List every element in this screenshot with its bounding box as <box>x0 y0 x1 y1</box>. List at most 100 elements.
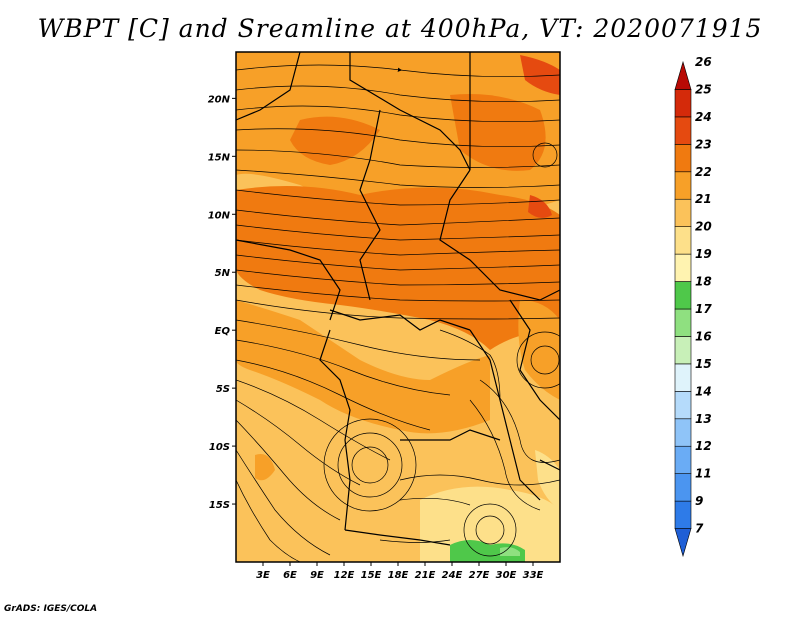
streamline <box>236 224 560 241</box>
border <box>319 329 351 531</box>
streamline <box>399 474 560 486</box>
lon-tick-label: 6E <box>283 570 297 581</box>
lat-tick-label: 15S <box>209 500 230 511</box>
streamline <box>236 128 560 148</box>
streamline <box>337 432 403 498</box>
lat-tick-label: 5N <box>215 268 231 279</box>
lon-tick-label: 27E <box>469 570 490 581</box>
wbpt-shading <box>236 52 560 562</box>
streamline <box>236 85 560 103</box>
streamline <box>236 399 361 486</box>
colorbar-swatch <box>674 171 692 200</box>
grads-credit: GrADS: IGES/COLA <box>4 604 98 614</box>
streamline <box>469 399 541 511</box>
colorbar-label: 21 <box>695 192 712 206</box>
colorbar-swatch <box>674 391 692 420</box>
colorbar-label: 19 <box>695 247 712 261</box>
colorbar-label: 12 <box>695 439 712 453</box>
streamline <box>236 239 560 256</box>
colorbar-label: 25 <box>695 82 712 96</box>
wbpt-cool-east <box>535 450 560 510</box>
streamline <box>236 149 560 168</box>
lat-tick-label: 15N <box>208 152 231 163</box>
streamline <box>463 503 517 557</box>
colorbar-swatch <box>674 445 692 474</box>
colorbar-swatch <box>674 308 692 337</box>
border <box>539 459 560 471</box>
border <box>469 329 541 501</box>
streamline <box>236 339 451 396</box>
border <box>400 429 501 441</box>
streamlines <box>236 64 560 562</box>
longitude-axis: 3E 6E 9E 12E 15E 18E 21E 24E 27E 30E 33E <box>256 562 544 581</box>
border <box>349 52 471 171</box>
colorbar-swatch <box>674 226 692 255</box>
colorbar-label: 7 <box>695 522 704 536</box>
colorbar-label: 17 <box>695 302 712 316</box>
streamline <box>516 331 560 389</box>
lat-tick-label: 5S <box>216 384 230 395</box>
streamline <box>379 539 451 543</box>
border <box>344 529 451 546</box>
wbpt-warm-north <box>236 52 560 220</box>
streamline <box>530 345 560 375</box>
streamline <box>236 189 560 206</box>
map-title: WBPT [C] and Sreamline at 400hPa, VT: 20… <box>37 14 763 43</box>
colorbar-label: 13 <box>695 412 712 426</box>
streamline <box>475 515 505 545</box>
colorbar-swatch <box>674 60 692 90</box>
lon-tick-label: 9E <box>310 570 324 581</box>
colorbar-swatch <box>674 363 692 392</box>
wbpt-very-hot-e <box>528 195 552 218</box>
colorbar-swatch <box>674 89 692 118</box>
colorbar-label: 18 <box>695 275 712 289</box>
streamline <box>532 142 558 168</box>
colorbar-swatch <box>674 500 692 529</box>
colorbar-swatch <box>674 281 692 310</box>
streamline <box>236 169 560 188</box>
wbpt-cold-patch-light <box>500 547 520 556</box>
colorbar-label: 26 <box>695 55 712 69</box>
colorbar-label: 16 <box>695 329 712 343</box>
colorbar-label: 15 <box>695 357 712 371</box>
streamline <box>236 64 560 78</box>
streamline <box>439 329 501 401</box>
lat-tick-label: EQ <box>215 326 231 337</box>
lon-tick-label: 33E <box>523 570 544 581</box>
wbpt-very-hot-ne <box>520 55 560 95</box>
lon-tick-label: 24E <box>442 570 463 581</box>
colorbar-label: 14 <box>695 384 712 398</box>
wbpt-hot-northeast <box>450 94 546 171</box>
streamline <box>236 299 560 320</box>
colorbar-label: 11 <box>695 467 712 481</box>
streamline <box>236 359 431 431</box>
lon-tick-label: 15E <box>361 570 382 581</box>
streamline <box>479 379 560 463</box>
colorbar-swatch <box>674 198 692 227</box>
colorbar-label: 22 <box>695 165 712 179</box>
colorbar: 7 9 11 12 13 14 15 16 17 18 19 20 21 22 23 24 25 26 <box>674 55 712 558</box>
lat-tick-label: 20N <box>208 94 231 105</box>
border <box>439 169 560 301</box>
lon-tick-label: 21E <box>415 570 436 581</box>
wbpt-warm-south <box>236 300 490 434</box>
colorbar-swatch <box>674 473 692 502</box>
streamline <box>399 497 471 506</box>
border <box>359 109 381 301</box>
colorbar-label: 9 <box>695 494 703 508</box>
lat-tick-label: 10N <box>208 210 231 221</box>
colorbar-swatch <box>674 144 692 173</box>
border <box>329 309 471 331</box>
streamline <box>236 379 391 461</box>
wbpt-warm-sw <box>255 454 275 481</box>
streamline <box>236 479 301 562</box>
colorbar-swatch <box>674 116 692 145</box>
colorbar-swatch <box>674 253 692 282</box>
streamline <box>236 419 341 521</box>
streamline <box>236 209 560 226</box>
colorbar-label: 24 <box>695 110 712 124</box>
wbpt-hot-band <box>236 186 560 350</box>
border <box>236 239 341 321</box>
lon-tick-label: 30E <box>496 570 517 581</box>
